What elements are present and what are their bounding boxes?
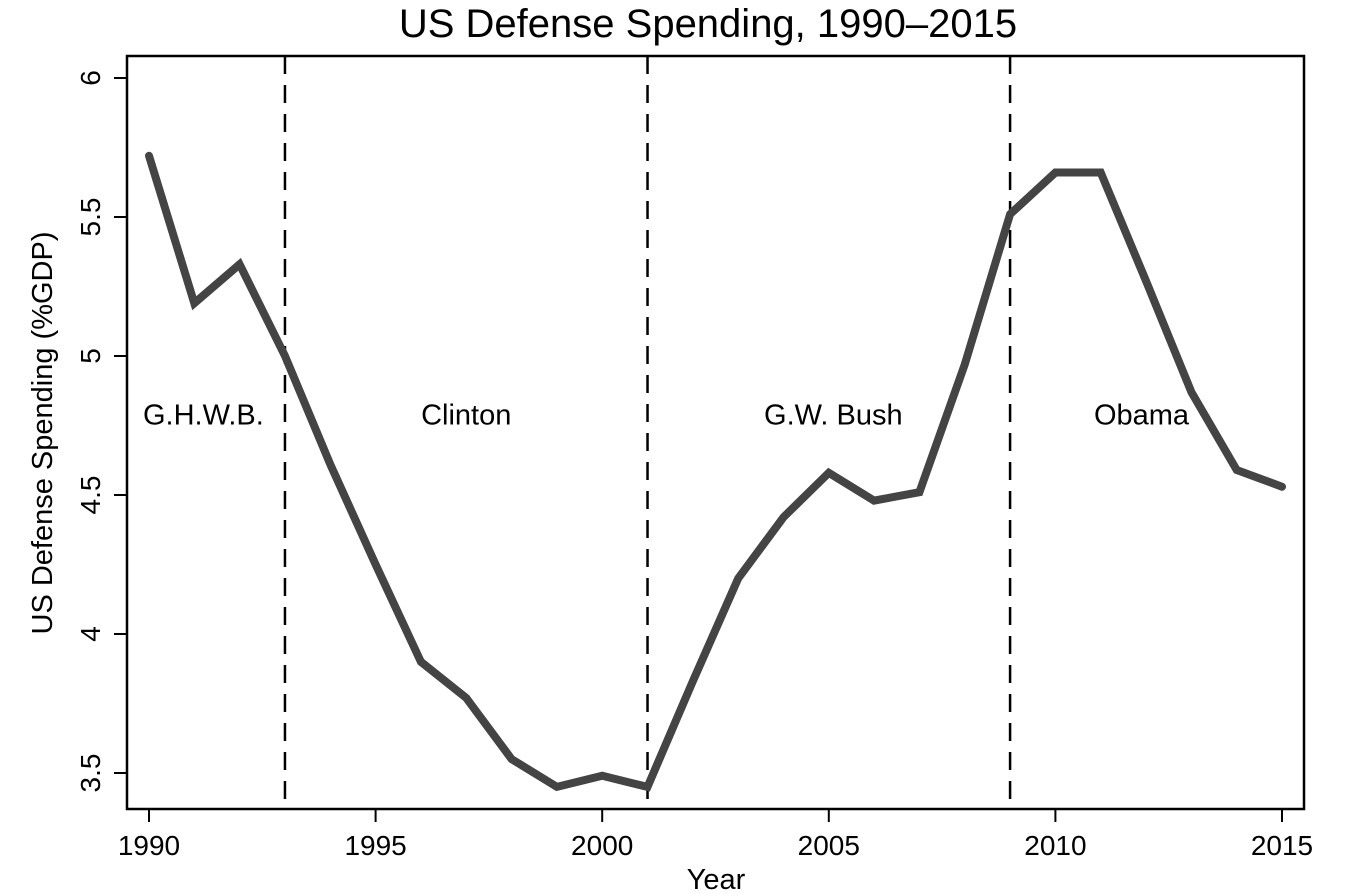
term-divider-lines xyxy=(283,56,1012,809)
x-tick-label: 1995 xyxy=(344,830,406,861)
x-tick-label: 2000 xyxy=(571,830,633,861)
plot-frame xyxy=(125,54,1306,811)
x-axis: 1990 1995 2000 2005 2010 2015 xyxy=(118,809,1313,861)
x-axis-label: Year xyxy=(687,864,746,894)
era-label: G.W. Bush xyxy=(764,399,903,431)
chart-title: US Defense Spending, 1990–2015 xyxy=(399,2,1017,46)
era-label: Clinton xyxy=(421,399,511,431)
data-series xyxy=(145,151,1286,792)
era-annotations: G.H.W.B. Clinton G.W. Bush Obama xyxy=(143,399,1190,431)
y-axis: 3.5 4 4.5 5 5.5 6 xyxy=(75,70,127,792)
y-tick-label: 6 xyxy=(75,70,106,86)
x-tick-label: 2005 xyxy=(798,830,860,861)
y-tick-label: 3.5 xyxy=(75,754,106,793)
x-tick-label: 2010 xyxy=(1024,830,1086,861)
y-tick-label: 4.5 xyxy=(75,476,106,515)
y-tick-label: 5.5 xyxy=(75,198,106,237)
x-tick-label: 1990 xyxy=(118,830,180,861)
era-label: Obama xyxy=(1094,399,1190,431)
era-label: G.H.W.B. xyxy=(143,399,264,431)
y-axis-label: US Defense Spending (%GDP) xyxy=(27,232,59,635)
series-line xyxy=(145,151,1286,792)
x-tick-label: 2015 xyxy=(1251,830,1313,861)
y-tick-label: 4 xyxy=(75,626,106,642)
y-tick-label: 5 xyxy=(75,348,106,364)
